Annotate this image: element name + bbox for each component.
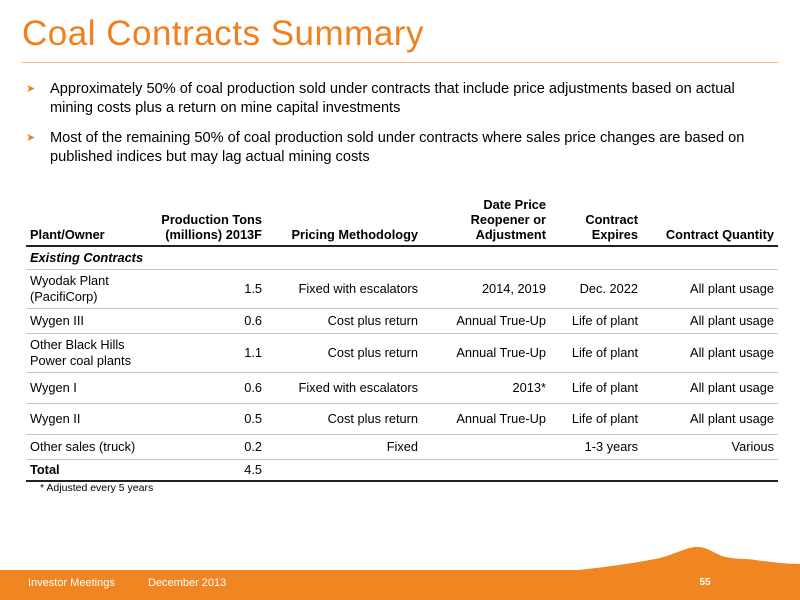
table-row: Wyodak Plant (PacifiCorp) 1.5 Fixed with… xyxy=(26,269,778,309)
cell-production: 0.6 xyxy=(144,308,266,334)
table-row: Other sales (truck) 0.2 Fixed 1-3 years … xyxy=(26,434,778,460)
cell-production: 0.2 xyxy=(144,434,266,460)
footer-bar xyxy=(0,570,800,600)
cell-pricing: Cost plus return xyxy=(266,403,422,435)
section-label: Existing Contracts xyxy=(26,246,778,270)
cell-reopener: Annual True-Up xyxy=(422,403,550,435)
header-contract-quantity: Contract Quantity xyxy=(642,190,778,247)
cell-plant: Wyodak Plant (PacifiCorp) xyxy=(26,269,144,309)
table-row: Wygen III 0.6 Cost plus return Annual Tr… xyxy=(26,308,778,334)
cell-pricing: Cost plus return xyxy=(266,333,422,373)
arrow-bullet-icon: ➤ xyxy=(26,83,36,95)
arrow-bullet-icon: ➤ xyxy=(26,132,36,144)
cell-quantity: All plant usage xyxy=(642,333,778,373)
header-production-tons: Production Tons (millions) 2013F xyxy=(144,190,266,247)
cell-production: 1.1 xyxy=(144,333,266,373)
total-empty-cell xyxy=(642,459,778,482)
cell-plant: Other Black Hills Power coal plants xyxy=(26,333,144,373)
header-pricing-methodology: Pricing Methodology xyxy=(266,190,422,247)
cell-quantity: All plant usage xyxy=(642,269,778,309)
bullet-list: ➤ Approximately 50% of coal production s… xyxy=(26,80,776,178)
bullet-text: Approximately 50% of coal production sol… xyxy=(50,81,735,116)
page-number: 55 xyxy=(699,577,711,588)
coal-contracts-table: Plant/Owner Production Tons (millions) 2… xyxy=(26,190,778,482)
bullet-item: ➤ Most of the remaining 50% of coal prod… xyxy=(26,129,776,167)
total-production: 4.5 xyxy=(144,459,266,482)
cell-plant: Wygen II xyxy=(26,403,144,435)
cell-pricing: Fixed with escalators xyxy=(266,372,422,404)
cell-pricing: Cost plus return xyxy=(266,308,422,334)
footer-event: Investor Meetings xyxy=(28,577,115,589)
cell-quantity: Various xyxy=(642,434,778,460)
table-row: Other Black Hills Power coal plants 1.1 … xyxy=(26,333,778,373)
footer-date: December 2013 xyxy=(148,577,227,589)
cell-pricing: Fixed xyxy=(266,434,422,460)
cell-reopener xyxy=(422,434,550,460)
total-row: Total 4.5 xyxy=(26,459,778,482)
cell-quantity: All plant usage xyxy=(642,372,778,404)
cell-production: 0.5 xyxy=(144,403,266,435)
total-empty-cell xyxy=(422,459,550,482)
table-header-row: Plant/Owner Production Tons (millions) 2… xyxy=(26,190,778,247)
total-empty-cell xyxy=(550,459,642,482)
mountain-silhouette-icon xyxy=(0,546,800,572)
section-row: Existing Contracts xyxy=(26,246,778,270)
page-title: Coal Contracts Summary xyxy=(22,14,424,53)
title-divider xyxy=(22,62,778,63)
header-plant-owner: Plant/Owner xyxy=(26,190,144,247)
cell-plant: Wygen III xyxy=(26,308,144,334)
header-contract-expires: Contract Expires xyxy=(550,190,642,247)
header-price-reopener: Date Price Reopener or Adjustment xyxy=(422,190,550,247)
cell-reopener: Annual True-Up xyxy=(422,333,550,373)
cell-reopener: Annual True-Up xyxy=(422,308,550,334)
table-row: Wygen I 0.6 Fixed with escalators 2013* … xyxy=(26,372,778,404)
cell-expires: Life of plant xyxy=(550,403,642,435)
cell-expires: Dec. 2022 xyxy=(550,269,642,309)
cell-plant: Wygen I xyxy=(26,372,144,404)
cell-quantity: All plant usage xyxy=(642,403,778,435)
cell-production: 1.5 xyxy=(144,269,266,309)
cell-expires: 1-3 years xyxy=(550,434,642,460)
cell-expires: Life of plant xyxy=(550,333,642,373)
cell-expires: Life of plant xyxy=(550,372,642,404)
cell-quantity: All plant usage xyxy=(642,308,778,334)
bullet-item: ➤ Approximately 50% of coal production s… xyxy=(26,80,776,118)
cell-expires: Life of plant xyxy=(550,308,642,334)
cell-pricing: Fixed with escalators xyxy=(266,269,422,309)
cell-plant: Other sales (truck) xyxy=(26,434,144,460)
footnote: * Adjusted every 5 years xyxy=(40,482,154,494)
bullet-text: Most of the remaining 50% of coal produc… xyxy=(50,130,745,165)
cell-reopener: 2014, 2019 xyxy=(422,269,550,309)
total-label: Total xyxy=(26,459,144,482)
table-row: Wygen II 0.5 Cost plus return Annual Tru… xyxy=(26,403,778,435)
cell-reopener: 2013* xyxy=(422,372,550,404)
cell-production: 0.6 xyxy=(144,372,266,404)
total-empty-cell xyxy=(266,459,422,482)
